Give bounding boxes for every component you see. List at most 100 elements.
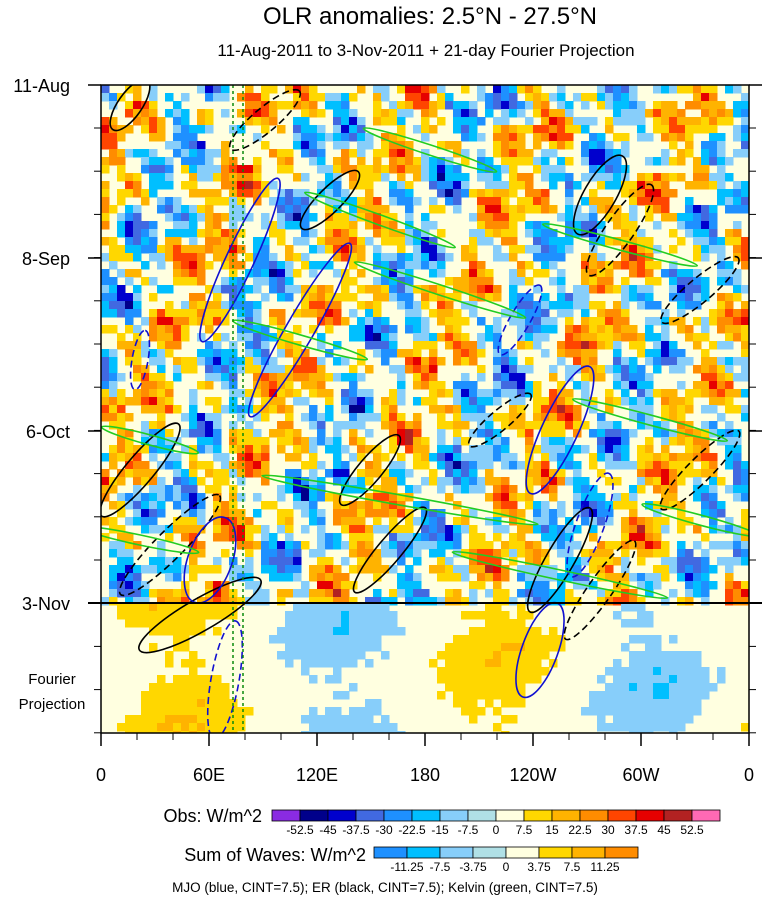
- field-cell: [181, 691, 190, 700]
- field-cell: [629, 405, 638, 414]
- field-cell: [301, 525, 310, 534]
- field-cell: [245, 357, 254, 366]
- field-cell: [477, 317, 486, 326]
- field-cell: [509, 635, 518, 644]
- field-cell: [469, 269, 478, 278]
- field-cell: [365, 643, 374, 652]
- field-cell: [677, 707, 686, 716]
- colorbar-swatch: [551, 809, 581, 822]
- field-cell: [269, 635, 278, 644]
- field-cell: [485, 659, 494, 668]
- field-cell: [149, 133, 158, 142]
- field-cell: [685, 333, 694, 342]
- field-cell: [637, 189, 646, 198]
- field-cell: [461, 597, 470, 606]
- field-cell: [437, 533, 446, 542]
- field-cell: [509, 413, 518, 422]
- field-cell: [557, 509, 566, 518]
- field-cell: [669, 635, 678, 644]
- field-cell: [613, 477, 622, 486]
- field-cell: [525, 557, 534, 566]
- field-cell: [717, 237, 726, 246]
- field-cell: [197, 229, 206, 238]
- field-cell: [373, 611, 382, 620]
- field-cell: [213, 565, 222, 574]
- field-cell: [629, 723, 638, 732]
- field-cell: [445, 659, 454, 668]
- field-cell: [197, 445, 206, 454]
- field-cell: [509, 277, 518, 286]
- field-cell: [381, 285, 390, 294]
- field-cell: [309, 109, 318, 118]
- field-cell: [149, 691, 158, 700]
- field-cell: [285, 365, 294, 374]
- field-cell: [541, 485, 550, 494]
- field-cell: [637, 197, 646, 206]
- field-cell: [605, 117, 614, 126]
- field-cell: [357, 643, 366, 652]
- field-cell: [101, 165, 110, 174]
- field-cell: [381, 405, 390, 414]
- field-cell: [653, 245, 662, 254]
- field-cell: [493, 357, 502, 366]
- field-cell: [501, 93, 510, 102]
- field-cell: [197, 603, 206, 612]
- field-cell: [293, 341, 302, 350]
- field-cell: [333, 181, 342, 190]
- field-cell: [453, 525, 462, 534]
- field-cell: [669, 229, 678, 238]
- field-cell: [189, 533, 198, 542]
- field-cell: [541, 229, 550, 238]
- field-cell: [221, 157, 230, 166]
- field-cell: [549, 635, 558, 644]
- field-cell: [461, 651, 470, 660]
- field-cell: [733, 85, 742, 94]
- field-cell: [285, 101, 294, 110]
- field-cell: [501, 573, 510, 582]
- field-cell: [149, 189, 158, 198]
- field-cell: [541, 333, 550, 342]
- field-cell: [565, 317, 574, 326]
- field-cell: [661, 659, 670, 668]
- field-cell: [253, 101, 262, 110]
- field-cell: [373, 301, 382, 310]
- field-cell: [589, 565, 598, 574]
- field-cell: [341, 133, 350, 142]
- field-cell: [317, 493, 326, 502]
- field-cell: [213, 189, 222, 198]
- field-cell: [509, 189, 518, 198]
- field-cell: [317, 373, 326, 382]
- field-cell: [733, 437, 742, 446]
- field-cell: [397, 117, 406, 126]
- field-cell: [725, 229, 734, 238]
- field-cell: [605, 421, 614, 430]
- field-cell: [213, 221, 222, 230]
- field-cell: [509, 245, 518, 254]
- field-cell: [525, 365, 534, 374]
- field-cell: [357, 477, 366, 486]
- field-cell: [437, 165, 446, 174]
- field-cell: [501, 117, 510, 126]
- field-cell: [629, 397, 638, 406]
- field-cell: [669, 667, 678, 676]
- field-cell: [293, 501, 302, 510]
- field-cell: [197, 627, 206, 636]
- field-cell: [365, 549, 374, 558]
- field-cell: [157, 253, 166, 262]
- field-cell: [709, 373, 718, 382]
- field-cell: [493, 133, 502, 142]
- field-cell: [709, 509, 718, 518]
- field-cell: [301, 667, 310, 676]
- field-cell: [189, 493, 198, 502]
- field-cell: [341, 125, 350, 134]
- field-cell: [717, 325, 726, 334]
- field-cell: [637, 229, 646, 238]
- field-cell: [701, 85, 710, 94]
- field-cell: [573, 349, 582, 358]
- field-cell: [261, 405, 270, 414]
- field-cell: [125, 357, 134, 366]
- field-cell: [157, 691, 166, 700]
- field-cell: [341, 541, 350, 550]
- field-cell: [301, 117, 310, 126]
- field-cell: [549, 413, 558, 422]
